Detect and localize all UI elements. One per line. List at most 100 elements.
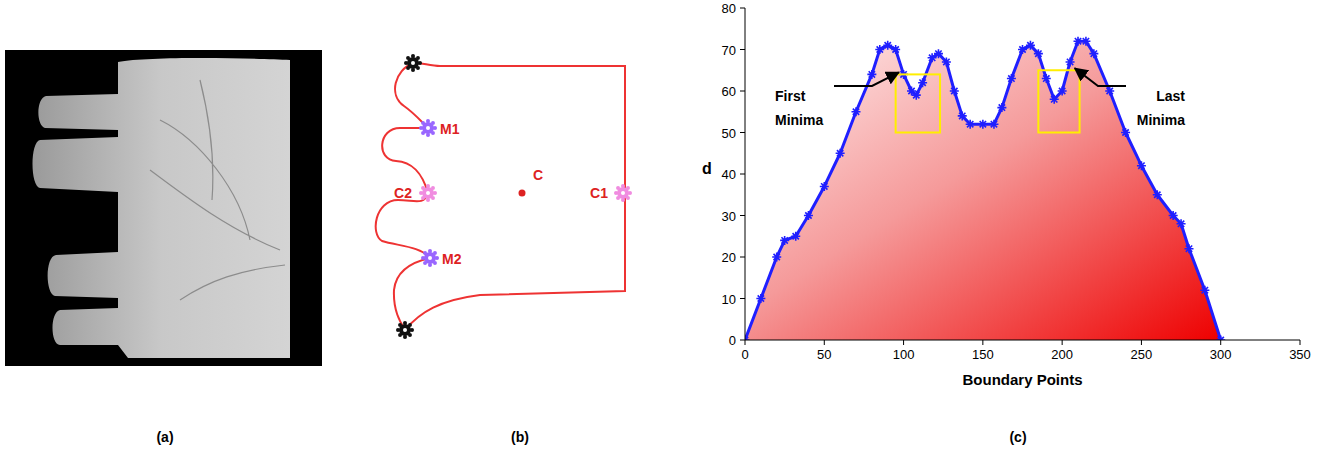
key-point-tooth	[431, 131, 435, 135]
panel-label: (b)	[511, 429, 529, 445]
marker	[756, 294, 765, 303]
finger-gap	[30, 200, 118, 244]
x-tick	[1300, 340, 1301, 345]
key-point-tooth	[616, 196, 620, 200]
key-point-tooth	[626, 186, 630, 190]
marker	[772, 253, 781, 262]
key-point-tooth	[416, 66, 420, 70]
key-point-tooth	[419, 191, 423, 195]
marker	[852, 107, 861, 116]
key-point-tooth	[423, 261, 427, 265]
key-point-hole	[426, 191, 430, 195]
x-tick-label: 150	[972, 347, 994, 362]
key-point-tooth	[433, 261, 437, 265]
point-label: C2	[394, 185, 412, 201]
key-point-body	[617, 187, 629, 199]
annotation: LastMinima	[1137, 88, 1186, 128]
y-tick	[740, 215, 745, 216]
marker	[1153, 190, 1162, 199]
x-tick	[1062, 340, 1063, 345]
x-tick-label: 100	[893, 347, 915, 362]
y-tick-label: 40	[722, 167, 736, 182]
key-point-tooth	[421, 196, 425, 200]
marker	[780, 236, 789, 245]
image-background	[5, 50, 322, 366]
x-tick-label: 200	[1051, 347, 1073, 362]
x-tick	[1141, 340, 1142, 345]
key-point-tooth	[426, 133, 430, 137]
key-point-tooth	[431, 196, 435, 200]
y-tick	[740, 91, 745, 92]
panel-label: (a)	[156, 429, 173, 445]
key-point-tooth	[433, 191, 437, 195]
key-point-tooth	[421, 256, 425, 260]
key-point-tooth	[411, 54, 415, 58]
key-point-hole	[403, 328, 407, 332]
marker	[928, 53, 937, 62]
marker	[1121, 128, 1130, 137]
marker	[1026, 41, 1035, 50]
marker	[820, 182, 829, 191]
key-point-tooth	[419, 126, 423, 130]
marker	[950, 87, 959, 96]
marker	[912, 91, 921, 100]
key-point-tooth	[396, 328, 400, 332]
key-point-tooth	[404, 61, 408, 65]
x-tick	[745, 340, 746, 345]
palm-line	[150, 80, 285, 300]
key-point-body	[399, 324, 411, 336]
y-tick-label: 20	[722, 250, 736, 265]
y-tick	[740, 298, 745, 299]
y-tick-label: 30	[722, 209, 736, 224]
marker	[883, 41, 892, 50]
key-point-tooth	[421, 131, 425, 135]
key-point-tooth	[423, 251, 427, 255]
key-point-body	[422, 187, 434, 199]
marker	[1200, 286, 1209, 295]
annotation-line: First	[775, 88, 806, 104]
annotation-line: Minima	[775, 112, 823, 128]
key-point-tooth	[435, 256, 439, 260]
annotation-line: Minima	[1137, 112, 1185, 128]
marker	[966, 120, 975, 129]
key-point	[396, 321, 414, 339]
x-axis	[745, 340, 1300, 341]
x-tick	[824, 340, 825, 345]
key-point-tooth	[410, 328, 414, 332]
y-axis-title: d	[702, 160, 712, 177]
hand-contour	[376, 63, 625, 330]
marker	[1018, 45, 1027, 54]
y-tick-label: 0	[729, 333, 736, 348]
point-label: M1	[440, 121, 460, 137]
key-point-body	[424, 252, 436, 264]
marker	[918, 78, 927, 87]
marker	[997, 103, 1006, 112]
x-axis-title: Boundary Points	[962, 371, 1082, 388]
key-point-tooth	[428, 263, 432, 267]
key-point-tooth	[398, 333, 402, 337]
key-point-tooth	[411, 68, 415, 72]
chart: 05010015020025030035001020304050607080Bo…	[702, 1, 1311, 388]
marker	[791, 232, 800, 241]
y-tick	[740, 132, 745, 133]
panel-label: (c)	[1009, 429, 1026, 445]
key-point-tooth	[426, 119, 430, 123]
key-point-tooth	[398, 323, 402, 327]
figure: (a)(b)(c)M1C2M2CC10501001502002503003500…	[0, 0, 1323, 450]
marker	[978, 120, 987, 129]
marker	[1089, 49, 1098, 58]
contour-diagram: M1C2M2CC1	[376, 54, 632, 339]
y-tick	[740, 49, 745, 50]
marker	[875, 45, 884, 54]
marker	[942, 57, 951, 66]
key-point-tooth	[421, 186, 425, 190]
marker	[745, 336, 750, 341]
key-point-tooth	[433, 251, 437, 255]
key-point-tooth	[431, 121, 435, 125]
key-point-tooth	[626, 196, 630, 200]
marker	[1058, 87, 1067, 96]
y-tick-label: 10	[722, 292, 736, 307]
key-point-tooth	[403, 335, 407, 339]
key-point-body	[407, 57, 419, 69]
marker	[1066, 57, 1075, 66]
